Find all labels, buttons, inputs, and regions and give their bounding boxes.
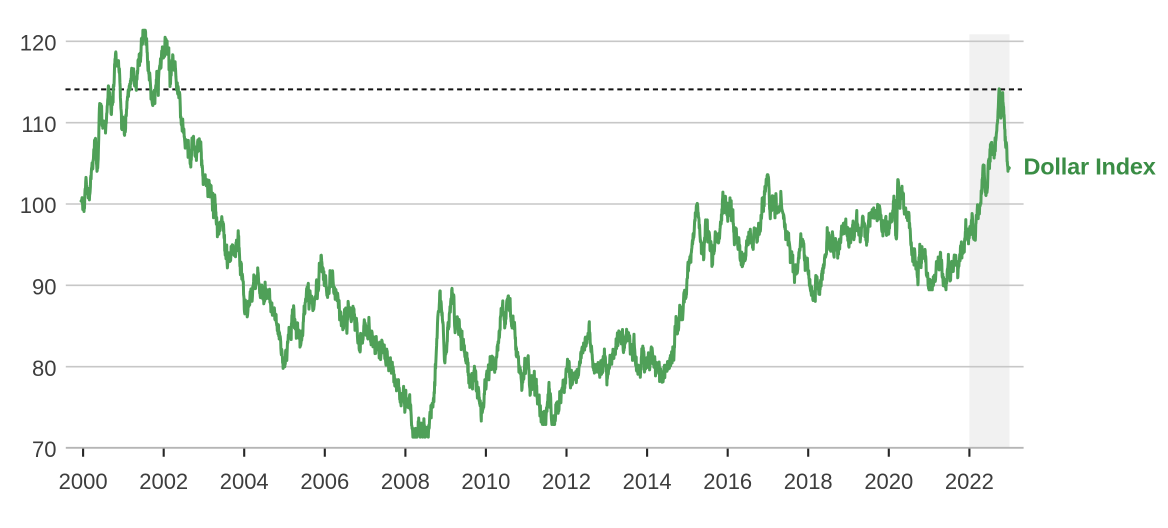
- svg-text:2000: 2000: [59, 469, 108, 494]
- svg-text:80: 80: [32, 356, 56, 381]
- svg-text:2008: 2008: [381, 469, 430, 494]
- svg-text:110: 110: [21, 112, 56, 137]
- svg-text:120: 120: [20, 30, 57, 55]
- svg-text:2022: 2022: [945, 469, 994, 494]
- svg-text:2012: 2012: [542, 469, 591, 494]
- svg-text:70: 70: [32, 437, 56, 462]
- svg-text:2004: 2004: [220, 469, 269, 494]
- svg-text:2020: 2020: [864, 469, 913, 494]
- svg-text:Dollar Index: Dollar Index: [1024, 154, 1156, 180]
- svg-text:2014: 2014: [623, 469, 672, 494]
- svg-text:2016: 2016: [703, 469, 752, 494]
- svg-text:2006: 2006: [300, 469, 349, 494]
- svg-text:2002: 2002: [139, 469, 188, 494]
- svg-text:2010: 2010: [461, 469, 510, 494]
- svg-text:2018: 2018: [784, 469, 833, 494]
- svg-text:90: 90: [32, 275, 56, 300]
- svg-text:100: 100: [20, 193, 57, 218]
